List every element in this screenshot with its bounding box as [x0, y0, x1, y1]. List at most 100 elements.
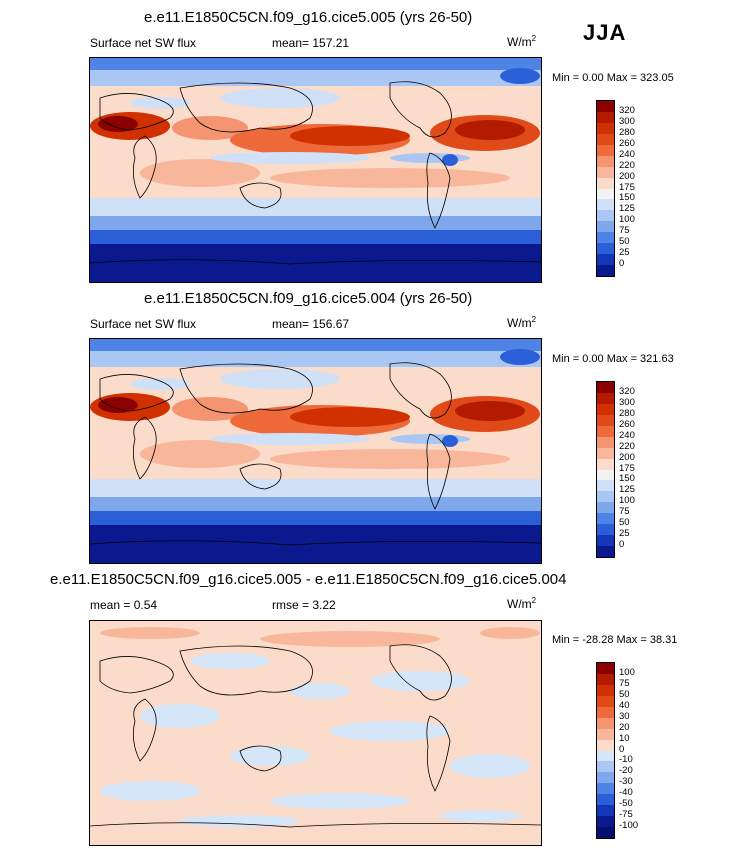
- colorbar-tick-label: 200: [619, 451, 635, 463]
- colorbar-tick-label: 220: [619, 440, 635, 452]
- panel-2-map: [89, 338, 542, 564]
- panel-1-colorbar: [596, 100, 615, 277]
- colorbar-swatch: [597, 706, 614, 718]
- colorbar-swatch: [597, 805, 614, 817]
- colorbar-tick-label: -30: [619, 776, 633, 788]
- colorbar-swatch: [597, 101, 614, 112]
- panel-1-map: [89, 57, 542, 283]
- colorbar-swatch: [597, 469, 614, 481]
- colorbar-tick-label: 280: [619, 126, 635, 138]
- colorbar-tick-label: 260: [619, 137, 635, 149]
- colorbar-tick-label: 240: [619, 429, 635, 441]
- colorbar-swatch: [597, 816, 614, 828]
- panel-3-rmse: rmse = 3.22: [272, 598, 336, 612]
- colorbar-swatch: [597, 480, 614, 492]
- colorbar-swatch: [597, 772, 614, 784]
- colorbar-swatch: [597, 458, 614, 470]
- panel-1-minmax: Min = 0.00 Max = 323.05: [552, 72, 674, 84]
- colorbar-swatch: [597, 111, 614, 123]
- colorbar-tick-label: 240: [619, 148, 635, 160]
- panel-2-variable: Surface net SW flux: [90, 317, 197, 331]
- colorbar-tick-label: 280: [619, 407, 635, 419]
- colorbar-tick-label: -75: [619, 809, 633, 821]
- colorbar-swatch: [597, 491, 614, 503]
- panel-2-colorbar: [596, 381, 615, 558]
- colorbar-tick-label: 0: [619, 258, 625, 270]
- colorbar-tick-label: -50: [619, 798, 633, 810]
- colorbar-swatch: [597, 254, 614, 266]
- colorbar-tick-label: 50: [619, 517, 630, 529]
- colorbar-tick-label: 75: [619, 677, 630, 689]
- colorbar-swatch: [597, 546, 614, 557]
- colorbar-swatch: [597, 513, 614, 525]
- colorbar-tick-label: 150: [619, 192, 635, 204]
- colorbar-swatch: [597, 673, 614, 685]
- panel-1-title: e.e11.E1850C5CN.f09_g16.cice5.005 (yrs 2…: [144, 9, 473, 26]
- colorbar-tick-label: -40: [619, 787, 633, 799]
- colorbar-swatch: [597, 155, 614, 167]
- colorbar-swatch: [597, 502, 614, 514]
- colorbar-swatch: [597, 382, 614, 393]
- panel-3-colorbar: [596, 662, 615, 839]
- colorbar-swatch: [597, 144, 614, 156]
- colorbar-swatch: [597, 695, 614, 707]
- colorbar-tick-label: 100: [619, 214, 635, 226]
- panel-2-minmax: Min = 0.00 Max = 321.63: [552, 353, 674, 365]
- colorbar-tick-label: -20: [619, 765, 633, 777]
- colorbar-swatch: [597, 524, 614, 536]
- colorbar-tick-label: 175: [619, 181, 635, 193]
- colorbar-tick-label: 320: [619, 104, 635, 116]
- colorbar-tick-label: 75: [619, 225, 630, 237]
- colorbar-tick-label: 10: [619, 732, 630, 744]
- panel-1-map-svg: [90, 58, 541, 282]
- colorbar-tick-label: 320: [619, 385, 635, 397]
- colorbar-tick-label: -10: [619, 754, 633, 766]
- colorbar-swatch: [597, 750, 614, 762]
- colorbar-swatch: [597, 728, 614, 740]
- colorbar-tick-label: 25: [619, 247, 630, 259]
- colorbar-swatch: [597, 684, 614, 696]
- colorbar-swatch: [597, 447, 614, 459]
- colorbar-tick-label: 75: [619, 506, 630, 518]
- panel-1-mean: mean= 157.21: [272, 36, 350, 50]
- panel-3-minmax: Min = -28.28 Max = 38.31: [552, 634, 678, 646]
- colorbar-swatch: [597, 783, 614, 795]
- colorbar-swatch: [597, 199, 614, 211]
- colorbar-swatch: [597, 403, 614, 415]
- colorbar-swatch: [597, 414, 614, 426]
- colorbar-swatch: [597, 739, 614, 751]
- colorbar-swatch: [597, 122, 614, 134]
- panel-2-map-svg: [90, 339, 541, 563]
- panel-3-map-svg: [90, 621, 541, 845]
- colorbar-tick-label: 175: [619, 462, 635, 474]
- colorbar-tick-label: -100: [619, 820, 639, 832]
- colorbar-tick-label: 100: [619, 495, 635, 507]
- colorbar-swatch: [597, 535, 614, 547]
- panel-3-units: W/m2: [507, 596, 537, 611]
- colorbar-swatch: [597, 210, 614, 222]
- panel-1-variable: Surface net SW flux: [90, 36, 197, 50]
- colorbar-tick-label: 50: [619, 236, 630, 248]
- colorbar-swatch: [597, 392, 614, 404]
- colorbar-swatch: [597, 265, 614, 276]
- colorbar-swatch: [597, 177, 614, 189]
- colorbar-swatch: [597, 243, 614, 255]
- panel-3-mean: mean = 0.54: [90, 598, 158, 612]
- colorbar-tick-label: 300: [619, 396, 635, 408]
- panel-2-mean: mean= 156.67: [272, 317, 350, 331]
- colorbar-tick-label: 125: [619, 203, 635, 215]
- colorbar-swatch: [597, 232, 614, 244]
- colorbar-swatch: [597, 436, 614, 448]
- colorbar-tick-label: 25: [619, 528, 630, 540]
- panel-1-units: W/m2: [507, 34, 537, 49]
- panel-2-title: e.e11.E1850C5CN.f09_g16.cice5.004 (yrs 2…: [144, 290, 473, 307]
- panel-2-units: W/m2: [507, 315, 537, 330]
- colorbar-tick-label: 30: [619, 710, 630, 722]
- colorbar-swatch: [597, 761, 614, 773]
- colorbar-swatch: [597, 133, 614, 145]
- colorbar-tick-label: 125: [619, 484, 635, 496]
- colorbar-swatch: [597, 166, 614, 178]
- colorbar-swatch: [597, 188, 614, 200]
- colorbar-tick-label: 150: [619, 473, 635, 485]
- colorbar-swatch: [597, 221, 614, 233]
